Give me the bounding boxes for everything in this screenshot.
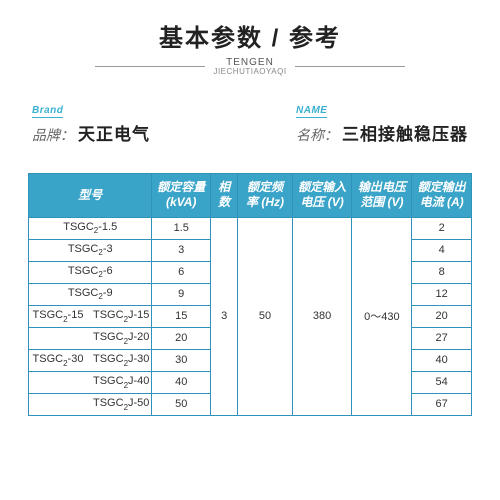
vout-cell: 0～430 xyxy=(352,217,412,415)
brand-block: Brand 品牌： 天正电气 xyxy=(32,105,150,145)
capacity-cell: 6 xyxy=(152,261,211,283)
table-header-row: 型号额定容量(kVA)相数额定频率 (Hz)额定输入电压 (V)输出电压范围 (… xyxy=(29,173,472,217)
brand-value: 天正电气 xyxy=(78,120,150,145)
current-cell: 40 xyxy=(412,349,472,371)
current-cell: 20 xyxy=(412,305,472,327)
subtitle-row: TENGEN JIECHUTIAOYAQI xyxy=(28,57,472,77)
current-cell: 12 xyxy=(412,283,472,305)
model-cell: TSGC2J-40 xyxy=(29,371,152,393)
capacity-cell: 3 xyxy=(152,239,211,261)
model-cell: TSGC2-15TSGC2J-15 xyxy=(29,305,152,327)
brand-en-label: Brand xyxy=(32,105,63,118)
main-title: 基本参数 / 参考 xyxy=(28,18,472,53)
name-value: 三相接触稳压器 xyxy=(342,120,468,145)
name-block: NAME 名称： 三相接触稳压器 xyxy=(296,105,468,145)
table-header-cell: 额定容量(kVA) xyxy=(152,173,211,217)
title-block: 基本参数 / 参考 TENGEN JIECHUTIAOYAQI xyxy=(28,18,472,77)
current-cell: 27 xyxy=(412,327,472,349)
table-header-cell: 型号 xyxy=(29,173,152,217)
model-cell: TSGC2-9 xyxy=(29,283,152,305)
spec-table: 型号额定容量(kVA)相数额定频率 (Hz)额定输入电压 (V)输出电压范围 (… xyxy=(28,173,472,416)
phase-cell: 3 xyxy=(211,217,238,415)
model-cell: TSGC2-30TSGC2J-30 xyxy=(29,349,152,371)
brand-name-row: Brand 品牌： 天正电气 NAME 名称： 三相接触稳压器 xyxy=(28,105,472,145)
capacity-cell: 1.5 xyxy=(152,217,211,239)
name-en-label: NAME xyxy=(296,105,327,118)
capacity-cell: 40 xyxy=(152,371,211,393)
model-cell: TSGC2J-20 xyxy=(29,327,152,349)
brand-cn-label: 品牌： xyxy=(32,125,74,145)
capacity-cell: 50 xyxy=(152,393,211,415)
current-cell: 4 xyxy=(412,239,472,261)
capacity-cell: 30 xyxy=(152,349,211,371)
table-header-cell: 相数 xyxy=(211,173,238,217)
table-header-cell: 额定输出电流 (A) xyxy=(412,173,472,217)
current-cell: 54 xyxy=(412,371,472,393)
model-cell: TSGC2-3 xyxy=(29,239,152,261)
freq-cell: 50 xyxy=(238,217,292,415)
divider-right xyxy=(295,66,405,67)
table-header-cell: 输出电压范围 (V) xyxy=(352,173,412,217)
subtitle-stack: TENGEN JIECHUTIAOYAQI xyxy=(213,57,286,77)
vin-cell: 380 xyxy=(292,217,352,415)
subtitle-pinyin: JIECHUTIAOYAQI xyxy=(213,68,286,77)
divider-left xyxy=(95,66,205,67)
current-cell: 8 xyxy=(412,261,472,283)
model-cell: TSGC2J-50 xyxy=(29,393,152,415)
name-cn-label: 名称： xyxy=(296,125,338,145)
model-cell: TSGC2-6 xyxy=(29,261,152,283)
table-row: TSGC2-1.51.53503800～4302 xyxy=(29,217,472,239)
model-cell: TSGC2-1.5 xyxy=(29,217,152,239)
current-cell: 67 xyxy=(412,393,472,415)
table-body: TSGC2-1.51.53503800～4302TSGC2-334TSGC2-6… xyxy=(29,217,472,415)
table-header-cell: 额定频率 (Hz) xyxy=(238,173,292,217)
capacity-cell: 9 xyxy=(152,283,211,305)
table-header-cell: 额定输入电压 (V) xyxy=(292,173,352,217)
capacity-cell: 20 xyxy=(152,327,211,349)
capacity-cell: 15 xyxy=(152,305,211,327)
current-cell: 2 xyxy=(412,217,472,239)
